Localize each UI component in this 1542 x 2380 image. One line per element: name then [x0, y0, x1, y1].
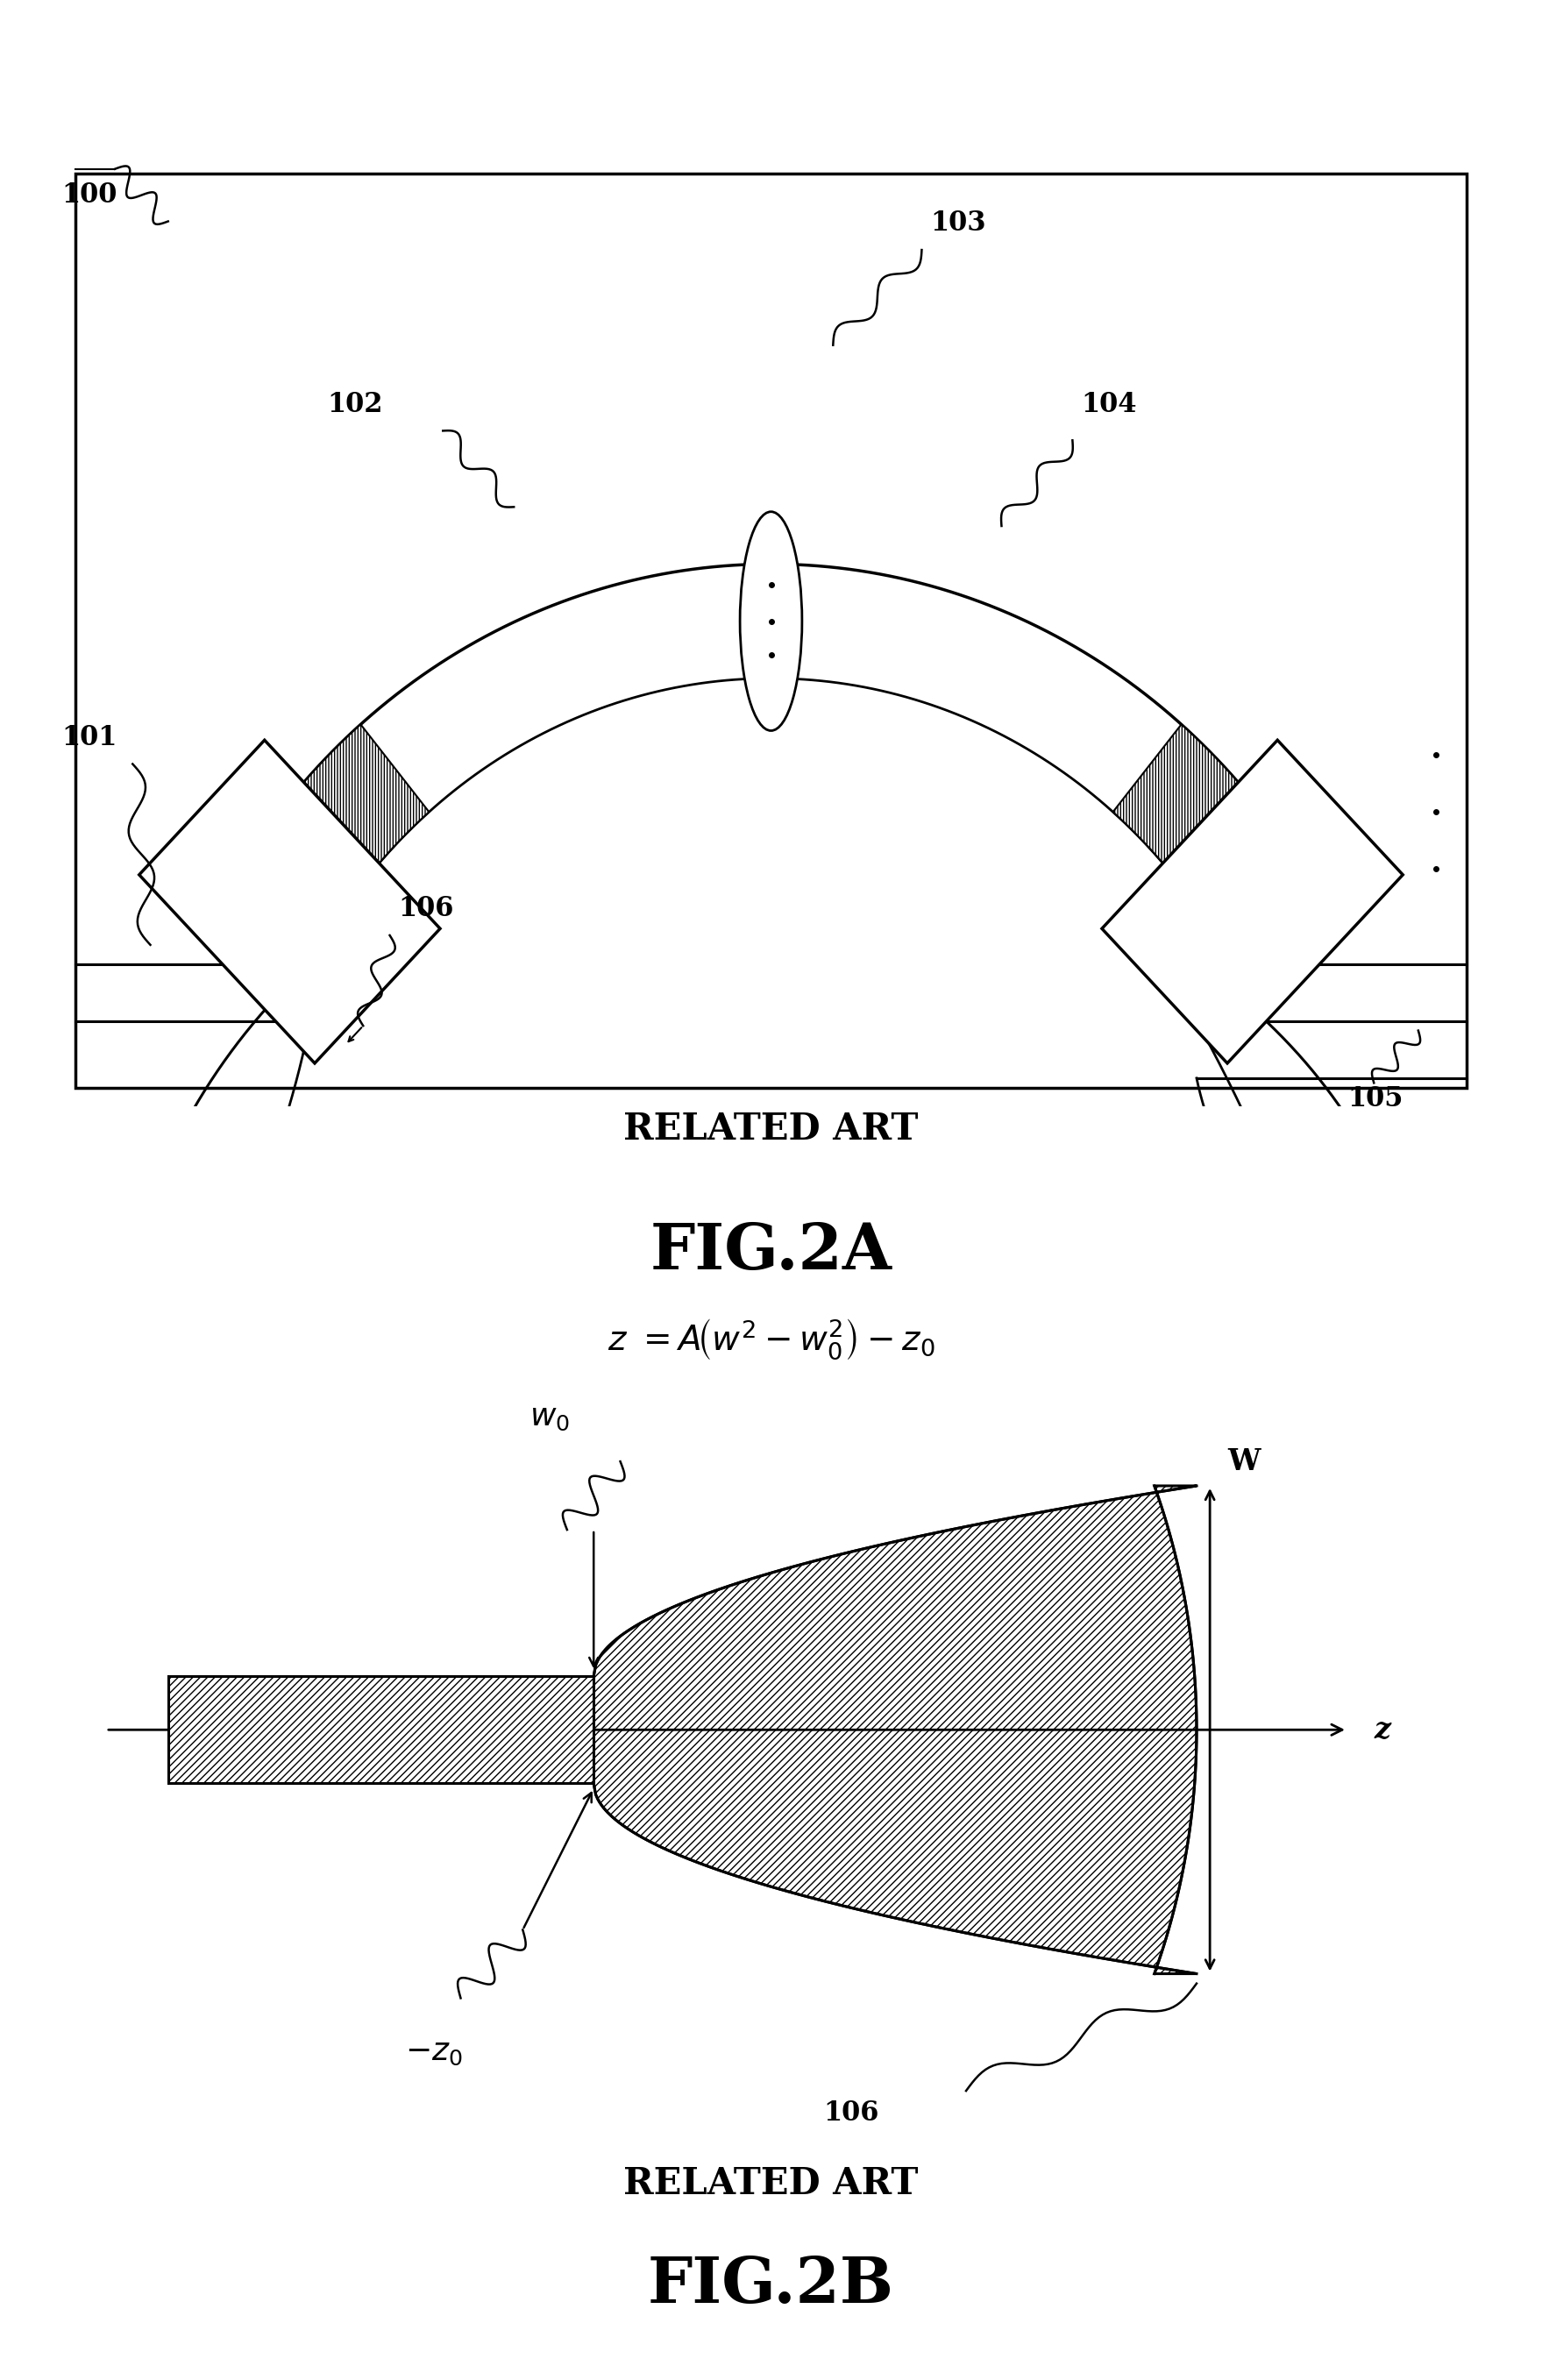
Text: 102: 102	[327, 390, 384, 419]
Text: $z\ =A\!\left(w^2-w_0^2\right)-z_0$: $z\ =A\!\left(w^2-w_0^2\right)-z_0$	[608, 1316, 934, 1361]
Text: 106: 106	[398, 895, 455, 923]
Text: z: z	[1374, 1716, 1391, 1745]
Bar	[168, 1676, 594, 1783]
Text: 103: 103	[931, 209, 987, 238]
Text: FIG.2A: FIG.2A	[651, 1221, 891, 1283]
Text: 105: 105	[1348, 1085, 1403, 1114]
Polygon shape	[139, 740, 439, 1064]
Polygon shape	[1103, 740, 1403, 1064]
Text: RELATED ART: RELATED ART	[623, 2166, 919, 2202]
Text: 100: 100	[62, 181, 117, 209]
Polygon shape	[1113, 724, 1335, 981]
Ellipse shape	[740, 512, 802, 731]
Polygon shape	[594, 1485, 1197, 1973]
Text: 106: 106	[823, 2099, 879, 2125]
Text: 104: 104	[1081, 390, 1136, 419]
Text: $w_0$: $w_0$	[529, 1402, 569, 1433]
Text: 101: 101	[62, 724, 117, 752]
Text: $-z_0$: $-z_0$	[406, 2037, 463, 2066]
Text: RELATED ART: RELATED ART	[623, 1111, 919, 1147]
Text: W: W	[1227, 1447, 1260, 1476]
Polygon shape	[207, 724, 429, 981]
Text: FIG.2B: FIG.2B	[648, 2254, 894, 2316]
